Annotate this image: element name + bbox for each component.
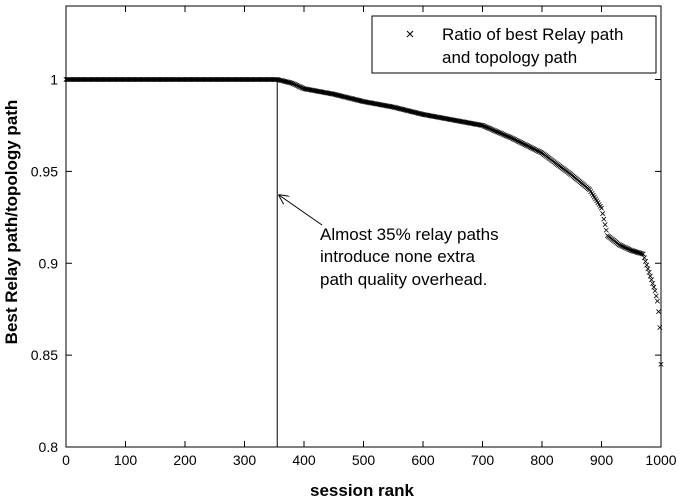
data-point: [651, 284, 657, 290]
x-tick-label: 100: [114, 452, 138, 468]
data-point: [528, 145, 534, 151]
data-point: [641, 255, 647, 261]
data-point: [538, 149, 544, 155]
data-point: [535, 148, 541, 154]
data-point: [534, 148, 540, 154]
legend-marker-x-icon: [406, 30, 414, 38]
data-point: [650, 280, 656, 286]
x-axis-title: session rank: [310, 481, 414, 500]
data-point: [652, 288, 658, 294]
data-point: [513, 137, 519, 143]
data-point: [647, 273, 653, 279]
data-point: [524, 142, 530, 148]
annotation-line-2: introduce none extra: [320, 247, 476, 266]
data-point: [526, 144, 532, 150]
x-tick-label: 500: [352, 452, 376, 468]
data-point: [533, 147, 539, 153]
x-tick-label: 0: [62, 452, 70, 468]
data-point: [599, 205, 604, 211]
y-axis-title: Best Relay path/topology path: [2, 100, 21, 345]
legend-marker-icon: [406, 30, 414, 38]
data-point: [537, 149, 543, 155]
x-tick-label: 800: [530, 452, 554, 468]
legend-label-line-2: and topology path: [442, 48, 577, 67]
y-tick-label: 0.85: [31, 347, 58, 363]
x-tick-label: 200: [173, 452, 197, 468]
legend-box: [371, 15, 657, 74]
data-point: [643, 258, 649, 264]
x-tick-label: 700: [471, 452, 495, 468]
y-tick-label: 0.9: [39, 255, 59, 271]
data-point: [520, 141, 526, 147]
data-point: [532, 146, 538, 152]
data-point: [601, 216, 607, 222]
x-tick-label: 900: [590, 452, 614, 468]
legend: Ratio of best Relay path and topology pa…: [371, 15, 657, 74]
data-point: [646, 269, 652, 275]
data-point: [522, 142, 528, 148]
data-point: [514, 138, 520, 144]
data-point: [640, 251, 646, 257]
data-points: [63, 77, 664, 367]
data-point: [519, 140, 525, 146]
data-point: [644, 262, 650, 268]
x-ticks: 0 100 200 300 400 500 600 700 800 900 1000: [62, 6, 677, 468]
x-tick-label: 400: [292, 452, 316, 468]
y-tick-label: 1: [50, 72, 58, 88]
data-point: [510, 136, 516, 142]
plot-frame: [65, 5, 662, 448]
data-point: [602, 222, 608, 228]
y-tick-label: 0.95: [31, 163, 58, 179]
data-point: [516, 139, 522, 145]
annotation-arrow: [279, 195, 323, 226]
data-point: [603, 227, 609, 233]
data-point: [654, 298, 660, 304]
x-tick-label: 600: [411, 452, 435, 468]
data-point: [531, 146, 537, 152]
y-tick-label: 0.8: [39, 439, 59, 455]
data-point: [525, 143, 531, 149]
data-point: [521, 141, 527, 147]
data-point: [509, 135, 515, 141]
legend-label-line-1: Ratio of best Relay path: [442, 25, 623, 44]
data-point: [518, 139, 524, 145]
data-point: [600, 211, 606, 217]
annotation: Almost 35% relay paths introduce none ex…: [279, 195, 499, 289]
data-point: [512, 136, 518, 142]
data-point: [648, 277, 654, 283]
y-ticks: 0.8 0.85 0.9 0.95 1: [31, 72, 661, 455]
data-point: [529, 145, 535, 151]
data-point: [515, 138, 521, 144]
data-point: [653, 293, 659, 299]
data-point: [645, 266, 651, 272]
data-point: [656, 309, 662, 315]
x-tick-label: 1000: [645, 452, 676, 468]
data-point: [527, 144, 533, 150]
annotation-line-1: Almost 35% relay paths: [320, 225, 499, 244]
x-tick-label: 300: [233, 452, 257, 468]
annotation-line-3: path quality overhead.: [320, 270, 487, 289]
data-point: [639, 251, 645, 257]
